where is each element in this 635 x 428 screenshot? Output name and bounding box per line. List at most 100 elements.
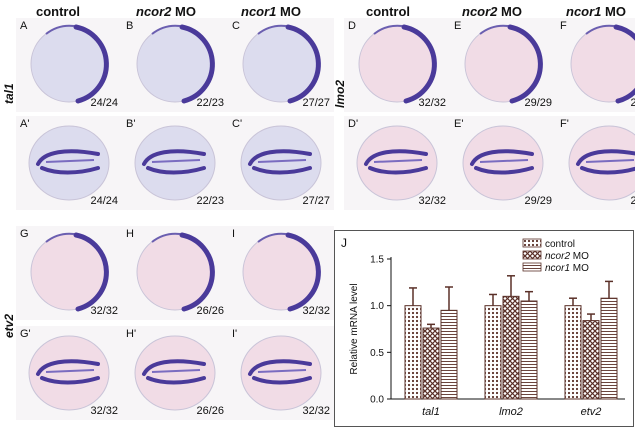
embryo-panel: C' 27/27 [228, 116, 334, 210]
embryo-image [242, 24, 321, 104]
embryo-image [28, 335, 110, 411]
panel-label: B [126, 20, 134, 32]
embryo-image [28, 125, 110, 201]
panel-label: E [454, 20, 462, 32]
column-header-ncor2-mo-tal1: ncor2 MO [136, 4, 196, 19]
embryo-count: 24/24 [90, 97, 118, 109]
panel-label: I [232, 228, 236, 240]
panel-label: E' [454, 118, 464, 130]
y-axis-label: Relative mRNA level [349, 283, 360, 374]
embryo-image [240, 125, 322, 201]
embryo-count: 29/29 [524, 97, 552, 109]
embryo-count: 32/32 [302, 305, 330, 317]
embryo-count: 22/23 [196, 195, 224, 207]
embryo-image [242, 232, 321, 312]
panel-label: A' [20, 118, 30, 130]
panel-label: G' [20, 328, 31, 340]
embryo-count: 28/28 [630, 195, 635, 207]
bar [440, 309, 458, 400]
embryo-count: 29/29 [524, 195, 552, 207]
column-header-control-tal1: control [35, 4, 81, 19]
x-tick-label: tal1 [422, 406, 440, 418]
panel-label: C [232, 20, 240, 32]
embryo-panel: G 32/32 [16, 226, 122, 320]
embryo-count: 27/27 [302, 97, 330, 109]
column-header-control-lmo2: control [365, 4, 411, 19]
legend-swatch [522, 238, 542, 248]
embryo-count: 32/32 [418, 97, 446, 109]
row-label-etv2: etv2 [2, 313, 16, 338]
embryo-count: 32/32 [418, 195, 446, 207]
legend-label: ncor2 MO [545, 251, 589, 262]
x-tick-label: lmo2 [499, 406, 523, 418]
embryo-image [464, 24, 543, 104]
embryo-image [356, 125, 438, 201]
embryo-count: 22/23 [196, 97, 224, 109]
bar [520, 300, 538, 400]
embryo-panel: C 27/27 [228, 18, 334, 112]
legend-label: ncor1 MO [545, 263, 589, 274]
embryo-image [462, 125, 544, 201]
embryo-image [570, 24, 635, 104]
panel-label: B' [126, 118, 136, 130]
column-header-ncor1-mo-tal1: ncor1 MO [241, 4, 301, 19]
embryo-count: 26/26 [196, 305, 224, 317]
bar [404, 305, 422, 400]
chart-panel-label: J [341, 236, 347, 250]
bar [502, 295, 520, 400]
panel-label: I' [232, 328, 238, 340]
bar-chart: J 0.0 0.5 1.0 1.5 Relative mRNA level tal1 lmo2… [341, 236, 625, 418]
embryo-panel: D' 32/32 [344, 116, 450, 210]
embryo-image [30, 232, 109, 312]
embryo-panel: G' 32/32 [16, 326, 122, 420]
embryo-count: 24/24 [90, 195, 118, 207]
embryo-panel: E' 29/29 [450, 116, 556, 210]
embryo-image [136, 232, 215, 312]
row-label-tal1: tal1 [2, 83, 16, 104]
y-tick-label: 1.5 [370, 255, 384, 266]
panel-label: A [20, 20, 28, 32]
panel-label: G [20, 228, 29, 240]
embryo-image [358, 24, 437, 104]
bar [582, 320, 600, 400]
panel-label: H [126, 228, 134, 240]
embryo-panel: B' 22/23 [122, 116, 228, 210]
column-header-ncor2-mo-lmo2: ncor2 MO [462, 4, 522, 19]
embryo-count: 26/26 [196, 405, 224, 417]
embryo-image [136, 24, 215, 104]
embryo-panel: F 28/28 [556, 18, 635, 112]
panel-label: F' [560, 118, 569, 130]
embryo-count: 32/32 [90, 305, 118, 317]
embryo-count: 27/27 [302, 195, 330, 207]
embryo-count: 32/32 [302, 405, 330, 417]
bar-chart-panel: J 0.0 0.5 1.0 1.5 Relative mRNA level tal1 lmo2… [334, 230, 634, 427]
embryo-panel: A' 24/24 [16, 116, 122, 210]
bar [564, 305, 582, 400]
bar [484, 305, 502, 400]
embryo-image [134, 125, 216, 201]
panel-label: F [560, 20, 567, 32]
y-tick-label: 0.5 [370, 348, 384, 359]
embryo-image [568, 125, 635, 201]
embryo-count: 32/32 [90, 405, 118, 417]
y-tick-label: 1.0 [370, 301, 384, 312]
bar [600, 297, 618, 400]
embryo-panel: E 29/29 [450, 18, 556, 112]
embryo-panel: I 32/32 [228, 226, 334, 320]
embryo-count: 28/28 [630, 97, 635, 109]
column-header-ncor1-mo-lmo2: ncor1 MO [566, 4, 626, 19]
embryo-panel: F' 28/28 [556, 116, 635, 210]
panel-label: D' [348, 118, 359, 130]
bar [422, 327, 440, 400]
panel-label: H' [126, 328, 137, 340]
legend-swatch [522, 262, 542, 272]
embryo-image [30, 24, 109, 104]
legend-swatch [522, 250, 542, 260]
embryo-panel: D 32/32 [344, 18, 450, 112]
panel-label: D [348, 20, 356, 32]
embryo-panel: A 24/24 [16, 18, 122, 112]
embryo-panel: H' 26/26 [122, 326, 228, 420]
embryo-panel: B 22/23 [122, 18, 228, 112]
embryo-panel: I' 32/32 [228, 326, 334, 420]
x-tick-label: etv2 [581, 406, 602, 418]
